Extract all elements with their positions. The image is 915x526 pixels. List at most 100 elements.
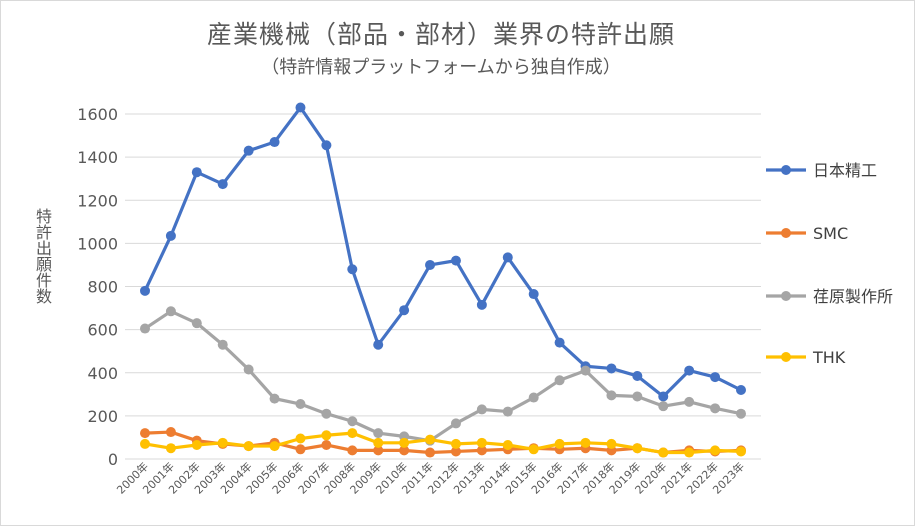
y-axis-label: 特許出願件数 xyxy=(33,208,52,304)
data-point xyxy=(710,445,721,456)
grid-lines xyxy=(125,113,761,460)
data-point xyxy=(243,364,254,375)
data-point xyxy=(528,289,539,300)
data-point xyxy=(502,439,513,450)
data-point xyxy=(450,438,461,449)
data-point xyxy=(450,255,461,266)
data-point xyxy=(217,437,228,448)
data-point xyxy=(554,438,565,449)
data-point xyxy=(140,428,150,439)
legend-marker xyxy=(781,291,791,301)
data-point xyxy=(140,323,150,334)
data-point xyxy=(528,444,539,455)
data-point xyxy=(632,443,643,454)
data-point xyxy=(476,299,487,310)
legend-item: SMC xyxy=(766,224,848,243)
data-point xyxy=(243,145,254,156)
legend-marker xyxy=(781,352,791,362)
data-point xyxy=(476,437,487,448)
data-point xyxy=(476,445,487,456)
data-point xyxy=(736,408,746,419)
y-tick-label: 400 xyxy=(87,364,118,383)
data-point xyxy=(658,401,669,412)
series-4 xyxy=(140,428,746,458)
data-point xyxy=(399,305,410,316)
legend-label: SMC xyxy=(813,224,848,243)
data-point xyxy=(373,445,384,456)
series-1 xyxy=(140,102,746,402)
legend-marker xyxy=(781,165,791,175)
legend: 日本精工 SMC 荏原製作所 THK xyxy=(766,161,893,367)
data-point xyxy=(165,306,176,317)
chart-subtitle: （特許情報プラットフォームから独自作成） xyxy=(261,57,621,78)
y-tick-label: 600 xyxy=(87,321,118,340)
data-point xyxy=(373,428,384,439)
data-point xyxy=(347,445,358,456)
data-point xyxy=(191,318,202,329)
data-point xyxy=(554,375,565,386)
data-point xyxy=(476,404,487,415)
data-point xyxy=(399,445,410,456)
series-line xyxy=(143,105,743,399)
data-point xyxy=(295,433,306,444)
y-tick-label: 1000 xyxy=(77,234,118,253)
data-point xyxy=(710,372,721,383)
data-point xyxy=(217,339,228,350)
data-point xyxy=(710,403,721,414)
data-point xyxy=(450,446,461,457)
data-point xyxy=(243,441,254,452)
data-point xyxy=(425,259,436,270)
legend-label: 荏原製作所 xyxy=(813,287,893,306)
series-line xyxy=(143,431,743,455)
y-tick-label: 1600 xyxy=(77,105,118,124)
data-point xyxy=(684,365,695,376)
data-point xyxy=(632,370,643,381)
data-point xyxy=(736,446,746,457)
y-tick-label: 800 xyxy=(87,278,118,297)
legend-item: 荏原製作所 xyxy=(766,287,893,306)
data-point xyxy=(217,179,228,190)
data-point xyxy=(347,428,358,439)
data-point xyxy=(450,418,461,429)
data-point xyxy=(295,102,306,113)
legend-item: THK xyxy=(766,348,846,367)
data-point xyxy=(321,408,332,419)
data-point xyxy=(347,416,358,427)
y-tick-label: 200 xyxy=(87,407,118,426)
data-point xyxy=(399,437,410,448)
data-point xyxy=(269,441,280,452)
series-line xyxy=(143,309,743,443)
data-point xyxy=(658,447,669,458)
data-point xyxy=(528,392,539,403)
data-point xyxy=(502,252,513,263)
data-point xyxy=(321,140,332,151)
data-point xyxy=(140,285,150,296)
data-point xyxy=(632,391,643,402)
chart-title: 産業機械（部品・部材）業界の特許出願 xyxy=(206,20,675,49)
data-point xyxy=(580,365,591,376)
data-point xyxy=(554,337,565,348)
x-axis-ticks: 2000年2001年2002年2003年2004年2005年2006年2007年… xyxy=(114,459,747,496)
y-tick-label: 1200 xyxy=(77,191,118,210)
data-point xyxy=(606,363,617,374)
data-point xyxy=(347,264,358,275)
data-point xyxy=(736,385,746,395)
data-point xyxy=(269,137,280,148)
y-tick-label: 0 xyxy=(108,450,118,469)
data-point xyxy=(684,396,695,407)
y-tick-label: 1400 xyxy=(77,148,118,167)
series-group xyxy=(140,102,746,458)
data-point xyxy=(165,443,176,454)
data-point xyxy=(606,390,617,401)
data-point xyxy=(295,444,306,455)
data-point xyxy=(502,406,513,417)
data-point xyxy=(321,430,332,441)
data-point xyxy=(425,434,436,445)
series-3 xyxy=(140,306,746,446)
data-point xyxy=(580,437,591,448)
data-point xyxy=(321,439,332,450)
data-point xyxy=(684,447,695,458)
y-axis-ticks: 0 200 400 600 800 1000 1200 1400 1600 xyxy=(77,105,118,469)
